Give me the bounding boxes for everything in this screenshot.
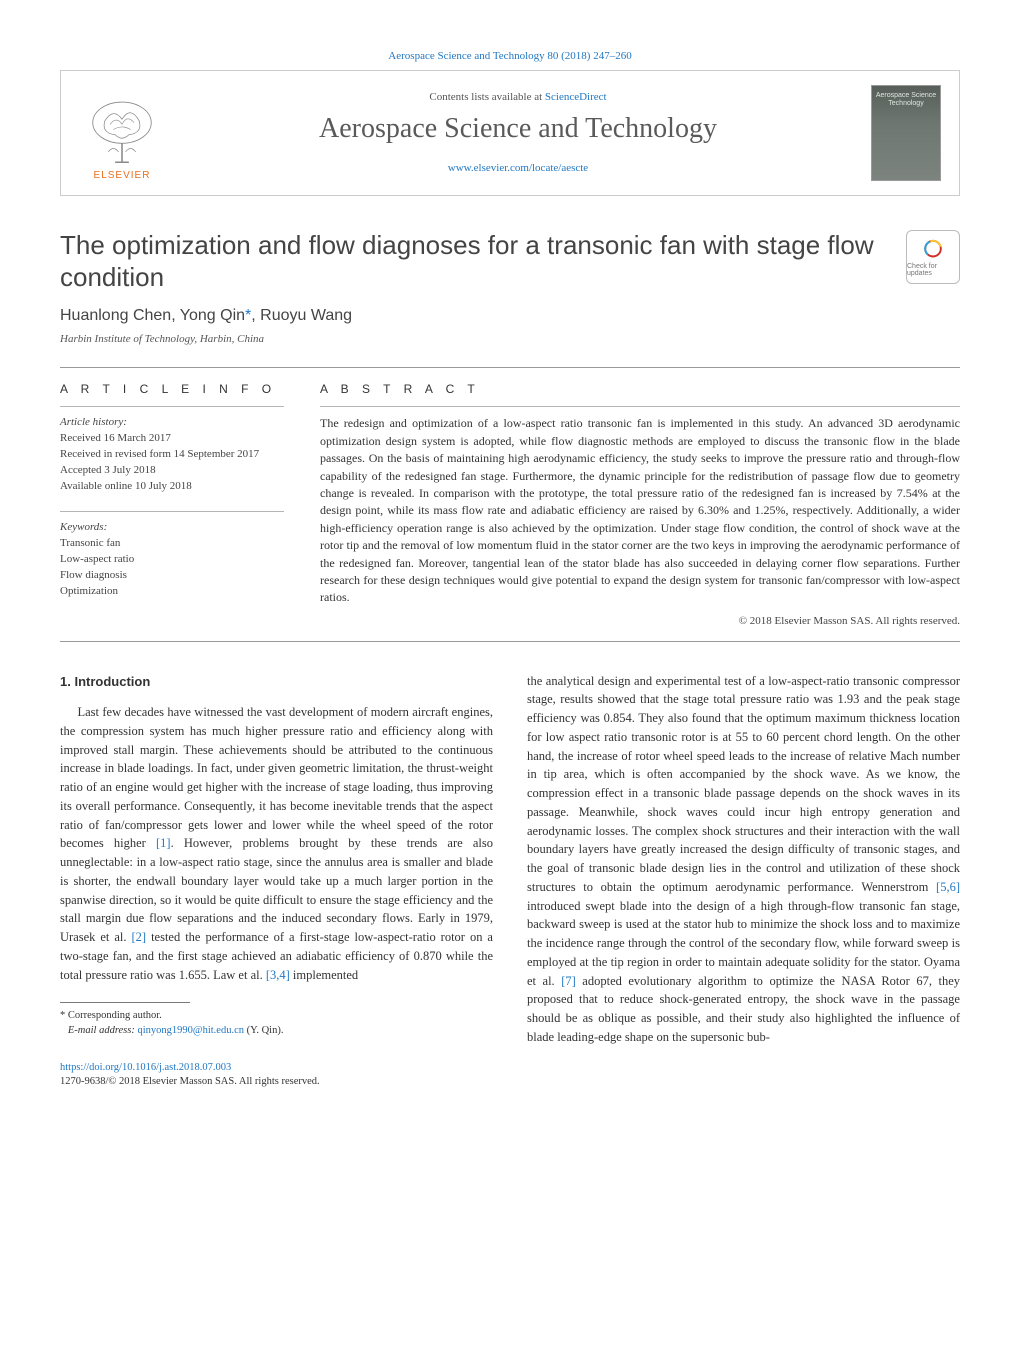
author-list: Huanlong Chen, Yong Qin*, Ruoyu Wang	[60, 307, 960, 325]
crossmark-label: Check for updates	[907, 263, 959, 277]
abstract-heading: A B S T R A C T	[320, 382, 960, 396]
keywords-block: Keywords: Transonic fan Low-aspect ratio…	[60, 511, 284, 600]
body-paragraph: the analytical design and experimental t…	[527, 672, 960, 1047]
divider	[60, 511, 284, 512]
article-title: The optimization and flow diagnoses for …	[60, 230, 892, 293]
journal-title: Aerospace Science and Technology	[183, 113, 853, 145]
journal-cover-thumbnail: Aerospace Science Technology	[871, 85, 941, 181]
keywords-label: Keywords:	[60, 520, 284, 536]
cover-text: Aerospace Science Technology	[872, 92, 940, 108]
footnote-label: Corresponding author.	[68, 1010, 162, 1021]
journal-homepage-link[interactable]: www.elsevier.com/locate/aescte	[448, 162, 588, 174]
author-names-tail: , Ruoyu Wang	[251, 307, 352, 324]
sciencedirect-link[interactable]: ScienceDirect	[545, 91, 607, 103]
footnote-rule	[60, 1002, 190, 1003]
divider	[60, 641, 960, 642]
keyword: Optimization	[60, 584, 284, 600]
email-attribution: (Y. Qin).	[244, 1025, 283, 1036]
doi-link[interactable]: https://doi.org/10.1016/j.ast.2018.07.00…	[60, 1062, 231, 1073]
history-line: Received 16 March 2017	[60, 431, 284, 447]
elsevier-logo: ELSEVIER	[79, 85, 165, 181]
divider	[60, 406, 284, 407]
history-line: Available online 10 July 2018	[60, 479, 284, 495]
abstract-text: The redesign and optimization of a low-a…	[320, 415, 960, 606]
divider	[60, 367, 960, 368]
corresponding-email-link[interactable]: qinyong1990@hit.edu.cn	[137, 1025, 244, 1036]
body-column-left: 1. Introduction Last few decades have wi…	[60, 672, 493, 1047]
crossmark-icon	[920, 237, 946, 263]
page-footer: https://doi.org/10.1016/j.ast.2018.07.00…	[60, 1061, 960, 1090]
body-column-right: the analytical design and experimental t…	[527, 672, 960, 1047]
elsevier-brand-text: ELSEVIER	[94, 170, 151, 181]
article-history: Article history: Received 16 March 2017 …	[60, 415, 284, 495]
keyword: Transonic fan	[60, 536, 284, 552]
journal-header: ELSEVIER Contents lists available at Sci…	[60, 70, 960, 196]
section-heading: 1. Introduction	[60, 672, 493, 692]
corresponding-author-footnote: * Corresponding author. E-mail address: …	[60, 1009, 493, 1038]
crossmark-badge[interactable]: Check for updates	[906, 230, 960, 284]
keyword: Flow diagnosis	[60, 568, 284, 584]
footer-rights: 1270-9638/© 2018 Elsevier Masson SAS. Al…	[60, 1076, 320, 1087]
author-names-lead: Huanlong Chen, Yong Qin	[60, 307, 245, 324]
keyword: Low-aspect ratio	[60, 552, 284, 568]
elsevier-tree-icon	[79, 98, 165, 168]
body-columns: 1. Introduction Last few decades have wi…	[60, 672, 960, 1047]
history-line: Accepted 3 July 2018	[60, 463, 284, 479]
email-label: E-mail address:	[68, 1025, 135, 1036]
article-info-heading: A R T I C L E I N F O	[60, 382, 284, 396]
journal-reference: Aerospace Science and Technology 80 (201…	[60, 50, 960, 62]
footnote-star-icon: *	[60, 1010, 65, 1021]
body-paragraph: Last few decades have witnessed the vast…	[60, 703, 493, 984]
history-line: Received in revised form 14 September 20…	[60, 447, 284, 463]
history-label: Article history:	[60, 415, 284, 431]
abstract-copyright: © 2018 Elsevier Masson SAS. All rights r…	[320, 615, 960, 627]
divider	[320, 406, 960, 407]
contents-available-line: Contents lists available at ScienceDirec…	[183, 91, 853, 103]
affiliation: Harbin Institute of Technology, Harbin, …	[60, 333, 960, 345]
contents-prefix: Contents lists available at	[429, 91, 544, 103]
